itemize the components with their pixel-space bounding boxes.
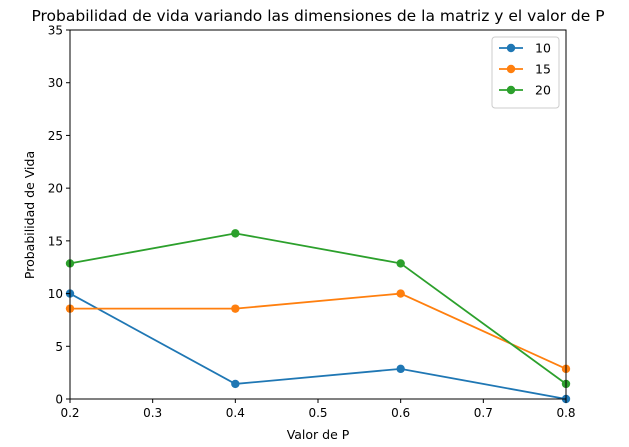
x-tick-label: 0.7: [474, 406, 493, 420]
x-axis-ticks: 0.2 0.3 0.4 0.5 0.6 0.7 0.8: [60, 399, 576, 420]
data-point: [231, 379, 240, 389]
legend-label: 10: [535, 41, 551, 56]
data-point: [231, 229, 240, 238]
x-axis-label: Valor de P: [287, 427, 350, 442]
legend-label: 15: [535, 62, 551, 77]
y-tick-label: 0: [55, 393, 63, 407]
y-tick-label: 20: [48, 182, 63, 196]
x-tick-label: 0.3: [143, 406, 162, 420]
series-10: [65, 289, 571, 404]
y-tick-label: 15: [48, 234, 63, 248]
chart-title: Probabilidad de vida variando las dimens…: [31, 7, 604, 25]
y-tick-label: 25: [48, 129, 63, 143]
series-line-15: [70, 292, 567, 370]
y-tick-label: 10: [48, 287, 63, 301]
x-tick-label: 0.4: [226, 406, 245, 420]
series-layer: [65, 229, 571, 404]
legend-label: 20: [535, 83, 551, 98]
y-tick-label: 35: [48, 24, 63, 38]
data-point: [396, 364, 405, 374]
series-line-20: [69, 232, 567, 385]
legend-marker: [506, 43, 516, 53]
y-axis-label: Probabilidad de Vida: [22, 151, 37, 279]
legend-item: 15: [499, 62, 551, 77]
y-axis-ticks: 0 5 10 15 20 25 30 35: [48, 24, 70, 407]
data-point: [396, 259, 405, 268]
x-tick-label: 0.8: [556, 406, 575, 420]
legend-marker: [506, 64, 516, 74]
x-tick-label: 0.6: [391, 406, 410, 420]
legend-item: 10: [499, 41, 551, 56]
y-tick-label: 5: [55, 340, 63, 354]
legend-marker: [506, 85, 516, 95]
data-point: [396, 289, 405, 298]
series-line-10: [69, 292, 567, 400]
legend: 10 15 20: [491, 36, 560, 109]
y-tick-label: 30: [48, 76, 63, 90]
x-tick-label: 0.5: [308, 406, 327, 420]
legend-item: 20: [499, 83, 551, 98]
data-point: [231, 304, 240, 313]
x-tick-label: 0.2: [60, 406, 79, 420]
